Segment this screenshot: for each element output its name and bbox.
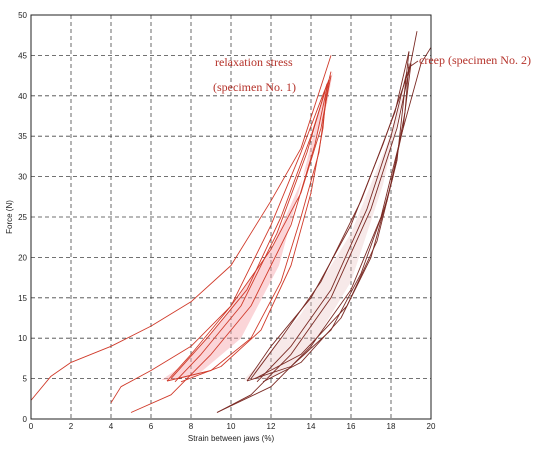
series-line-7: [170, 91, 326, 379]
series-line-11: [246, 63, 412, 382]
loop-shading: [161, 47, 413, 381]
relaxation-loop-shading: [161, 71, 333, 381]
y-tick-label: 30: [18, 173, 27, 182]
series-line-14: [250, 51, 410, 379]
x-tick-label: 16: [347, 422, 356, 431]
series-line-6: [180, 83, 328, 383]
x-tick-label: 14: [307, 422, 316, 431]
annotation-creep-specimen-2: creep (specimen No. 2): [419, 53, 531, 67]
annotation-relaxation-stress: relaxation stress: [215, 55, 293, 69]
series-line-9: [216, 47, 432, 413]
y-tick-label: 40: [18, 92, 27, 101]
ticks: 0 2 4 6 8 10 12 14 16 18 20 0 5 10 15 20 25 30 35 40 45 50: [18, 11, 436, 431]
series-line-2: [130, 71, 332, 413]
y-tick-label: 5: [23, 375, 28, 384]
plot-frame: [30, 14, 432, 420]
x-tick-label: 0: [29, 422, 34, 431]
x-tick-label: 10: [227, 422, 236, 431]
series-line-0: [30, 55, 332, 401]
x-tick-label: 12: [267, 422, 276, 431]
y-tick-label: 10: [18, 334, 27, 343]
series-group: [30, 31, 432, 413]
series-line-15: [254, 51, 410, 379]
y-tick-label: 35: [18, 132, 27, 141]
x-tick-label: 2: [69, 422, 74, 431]
y-tick-label: 45: [18, 51, 27, 60]
y-tick-label: 20: [18, 253, 27, 262]
series-line-3: [166, 79, 330, 382]
creep-loop-shading: [243, 47, 413, 381]
x-tick-label: 20: [427, 422, 436, 431]
x-tick-label: 18: [387, 422, 396, 431]
series-line-10: [246, 63, 412, 382]
annotation-arrow: [407, 60, 419, 69]
x-tick-label: 8: [189, 422, 194, 431]
annotation-specimen-1: (specimen No. 1): [213, 80, 296, 94]
y-tick-label: 50: [18, 11, 27, 20]
x-axis-label: Strain between jaws (%): [188, 434, 275, 443]
y-axis-label: Force (N): [5, 200, 14, 234]
series-line-12: [256, 71, 408, 383]
series-line-13: [262, 63, 410, 383]
y-tick-label: 15: [18, 294, 27, 303]
series-line-5: [174, 83, 328, 383]
series-line-8: [216, 31, 418, 413]
y-tick-label: 25: [18, 213, 27, 222]
x-tick-label: 4: [109, 422, 114, 431]
x-tick-label: 6: [149, 422, 154, 431]
y-tick-label: 0: [23, 415, 28, 424]
